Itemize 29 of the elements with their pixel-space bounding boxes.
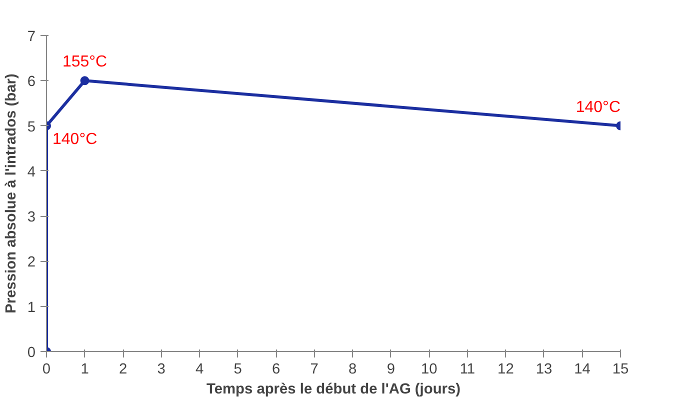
y-tick-label: 4	[27, 164, 36, 180]
annotation: 155°C	[62, 54, 108, 71]
y-tick-label: 5	[27, 119, 36, 136]
x-tick-label: 12	[498, 362, 514, 378]
x-tick-label: 5	[234, 362, 242, 378]
x-tick-label: 11	[460, 362, 476, 378]
y-tick-label: 7	[27, 29, 36, 45]
y-tick-label: 2	[27, 254, 36, 271]
x-tick-label: 8	[348, 362, 357, 378]
y-tick-label: 1	[27, 300, 36, 316]
annotation: 140°C	[52, 130, 98, 148]
x-tick-label: 14	[574, 362, 590, 378]
y-axis-title: Pression absolue à l'intrados (bar)	[3, 74, 20, 314]
y-tick-label: 3	[27, 210, 36, 226]
y-tick-label: 0	[27, 345, 36, 361]
x-tick-label: 15	[612, 362, 629, 378]
x-tick-label: 13	[536, 362, 552, 378]
x-tick-label: 3	[157, 362, 166, 378]
x-tick-label: 6	[272, 362, 280, 378]
y-tick-label: 6	[27, 74, 36, 90]
x-axis-title: Temps après le début de l'AG (jours)	[206, 382, 461, 398]
x-tick-label: 10	[421, 362, 438, 378]
annotation: 140°C	[576, 98, 621, 116]
x-tick-label: 0	[42, 362, 51, 378]
x-tick-label: 1	[80, 362, 89, 378]
x-tick-label: 4	[195, 362, 204, 378]
x-tick-label: 7	[310, 362, 318, 378]
x-tick-label: 9	[386, 362, 395, 378]
x-tick-label: 2	[118, 362, 128, 378]
